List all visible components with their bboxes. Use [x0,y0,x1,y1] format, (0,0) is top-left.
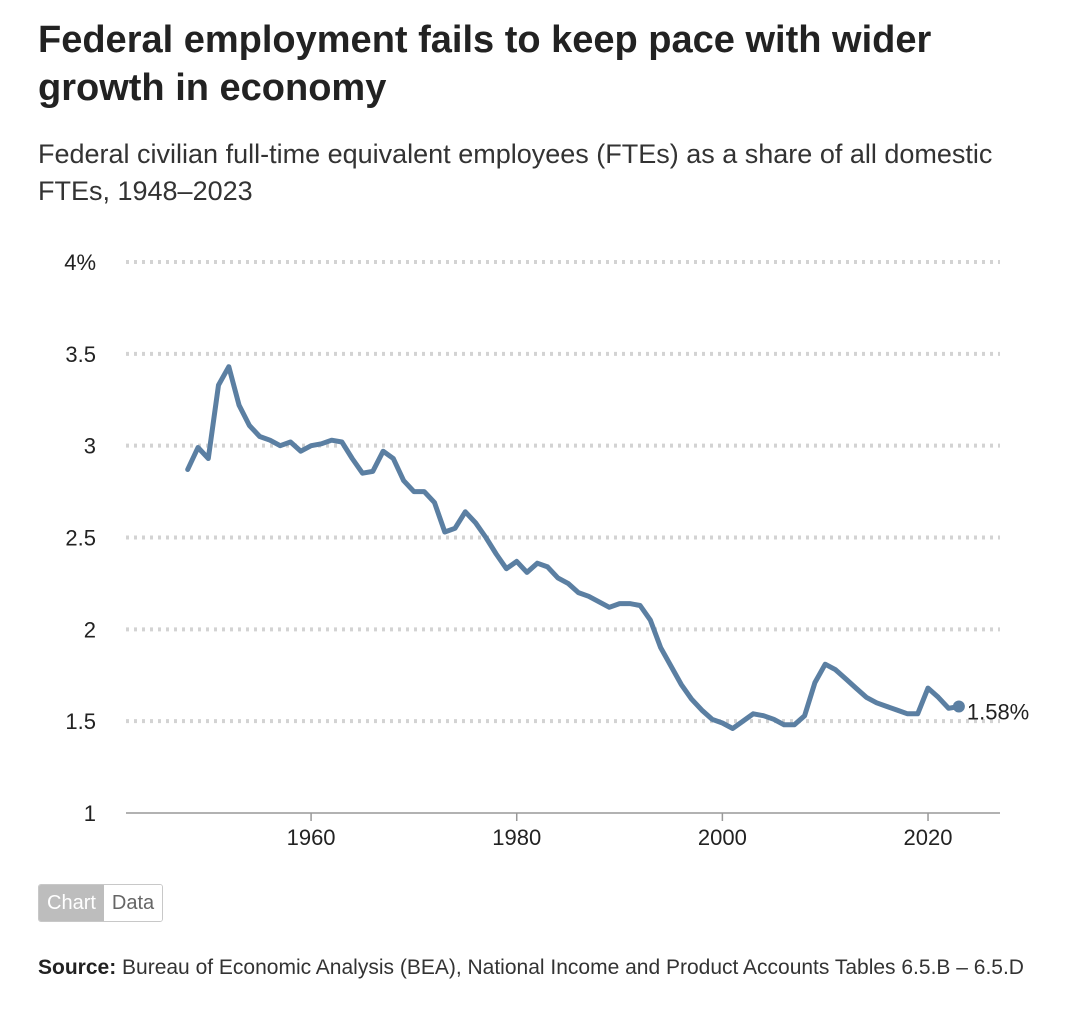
x-tick-label: 2000 [698,825,747,850]
y-axis-ticks: 1 1.5 2 2.5 3 3.5 4% [64,250,96,826]
gridlines [126,260,1000,724]
x-tick-label: 1980 [492,825,541,850]
source-label: Source: [38,956,117,979]
y-tick-label: 3.5 [65,342,96,367]
end-point-marker [952,700,965,713]
y-tick-label: 3 [84,434,96,459]
tab-chart[interactable]: Chart [39,885,104,921]
y-tick-label: 2.5 [65,526,96,551]
y-tick-label: 1 [84,801,96,826]
series-line [185,364,962,731]
source-text: Bureau of Economic Analysis (BEA), Natio… [116,956,1024,979]
source-note: Source: Bureau of Economic Analysis (BEA… [38,952,1038,983]
chart-data-toggle: Chart Data [38,884,164,922]
y-tick-label: 1.5 [65,709,96,734]
tab-data[interactable]: Data [103,885,163,921]
chart-subtitle: Federal civilian full-time equivalent em… [38,139,993,206]
line-chart: 1 1.5 2 2.5 3 3.5 4% 1960 1980 2000 2020 1.58% [64,250,1029,850]
x-tick-label: 1960 [287,825,336,850]
x-tick-label: 2020 [904,825,953,850]
end-value-label: 1.58% [967,699,1029,724]
y-tick-label: 4% [64,250,96,275]
x-axis-ticks: 1960 1980 2000 2020 [287,813,953,850]
y-tick-label: 2 [84,617,96,642]
chart-title: Federal employment fails to keep pace wi… [38,19,932,109]
